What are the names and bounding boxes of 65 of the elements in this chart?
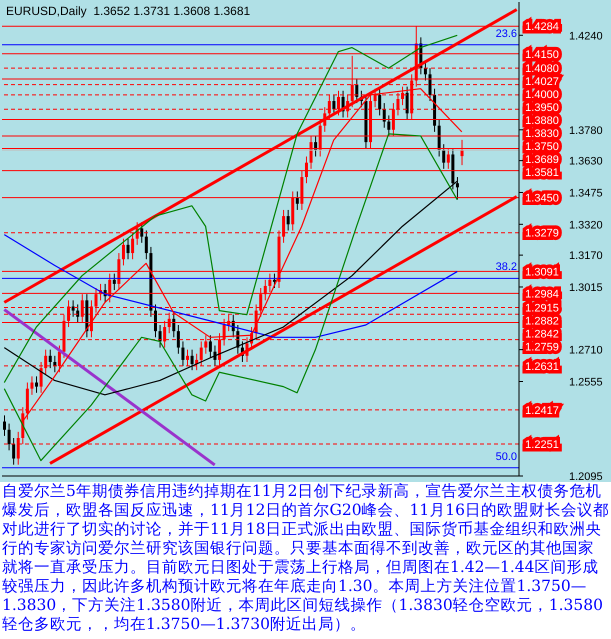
candlestick <box>296 190 299 210</box>
candlestick <box>406 86 409 120</box>
ref-line-label: 1.2882 <box>525 316 559 328</box>
ref-line-label: 1.3450 <box>525 192 559 205</box>
candlestick <box>378 88 382 116</box>
candlestick <box>424 61 427 81</box>
candlestick <box>181 340 184 367</box>
ref-line-label: 1.4150 <box>525 48 559 61</box>
ref-line-label: 1.2842 <box>525 328 559 341</box>
line-series <box>4 34 458 384</box>
candlestick <box>387 114 390 136</box>
ref-line-label: 1.3750 <box>525 141 559 154</box>
candlestick <box>12 437 16 466</box>
ref-line-label: 1.3581 <box>525 167 559 180</box>
y-tick-label: 1.2710 <box>569 344 603 357</box>
ref-line-label: 1.4000 <box>525 89 559 102</box>
y-tick-label: 1.2095 <box>569 471 603 483</box>
candlestick <box>428 68 432 102</box>
candlestick <box>154 304 157 338</box>
candlestick <box>122 238 125 266</box>
candlestick <box>144 230 148 260</box>
ref-line-label: 1.4284 <box>525 21 559 34</box>
candlestick <box>48 349 52 369</box>
ref-line-label: 1.2915 <box>525 302 559 315</box>
text: 自爱尔兰5年期债券信用违约掉期在11月2日创下纪录新高，宣告爱尔兰主权债务危机爆发后，欧盟各国反应迅速，11月12日的首尔G20峰会、11月16日的欧盟财长会议都对此进行了切实的讨论，并于11月18日正式派出由欧盟、国际货币基金组织和欧洲央行的专家访问爱尔兰研究该国银行问题。只要基本面得不到改善，欧元区的其他国家就将一直承受压力。目前欧元日图处于震荡上行格局，但周图在1.42—1.44区间形成较强压力，因此许多机构预计欧元将在年底走向1.30。本周上方关注位置1.3750—1.3830，下方关注1.3580附近，本周此区间短线操作（1.3830轻仓空欧元，1.3580轻仓多欧元，，均在1.3750—1.3730附近出局）。 <box>2 482 609 634</box>
ref-line-label: 1.2417 <box>525 404 559 417</box>
ref-line-label: 1.3880 <box>525 115 559 128</box>
candlestick <box>442 144 446 170</box>
ref-line-label: 1.2984 <box>525 288 559 300</box>
ref-line-label: 1.3279 <box>525 228 559 240</box>
annotation: 23.6 <box>496 28 517 41</box>
candlestick <box>126 238 130 260</box>
ref-line-label: 1.3091 <box>525 266 559 278</box>
candlestick <box>30 376 34 396</box>
y-tick-label: 1.4240 <box>569 30 603 42</box>
candlestick <box>112 273 116 291</box>
annotation: 50.0 <box>496 450 517 464</box>
y-tick-label: 1.2555 <box>569 376 603 388</box>
candlestick <box>176 324 180 354</box>
candlestick <box>286 209 290 231</box>
chart-title: EURUSD,Daily 1.3652 1.3731 1.3608 1.3681 <box>6 4 250 18</box>
ref-line-label: 1.4080 <box>525 63 559 76</box>
ref-line-label: 1.3830 <box>525 128 559 140</box>
candlestick <box>8 423 11 451</box>
y-tick-label: 1.3015 <box>569 282 603 294</box>
ref-line-label: 1.2759 <box>525 342 559 354</box>
y-tick-label: 1.3780 <box>569 124 603 137</box>
candlestick <box>35 376 38 394</box>
annotation: 38.2 <box>496 261 517 274</box>
ref-line-label: 1.2251 <box>525 438 559 451</box>
y-tick-label: 1.3320 <box>569 219 603 232</box>
candlestick <box>76 304 80 324</box>
ref-line-label: 1.2631 <box>525 360 559 373</box>
ref-line-label: 1.3689 <box>525 154 559 166</box>
candlestick <box>3 414 6 436</box>
candlestick <box>190 349 194 371</box>
candlestick <box>72 300 75 318</box>
line-series <box>4 133 458 462</box>
y-tick-label: 1.3630 <box>569 156 603 168</box>
y-tick-label: 1.3170 <box>569 250 603 262</box>
candlestick <box>208 334 212 358</box>
ref-line-label: 1.4027 <box>525 76 559 88</box>
ref-line-label: 1.3950 <box>525 102 559 114</box>
candlestick <box>355 78 358 104</box>
y-tick-label: 1.3475 <box>569 187 603 200</box>
